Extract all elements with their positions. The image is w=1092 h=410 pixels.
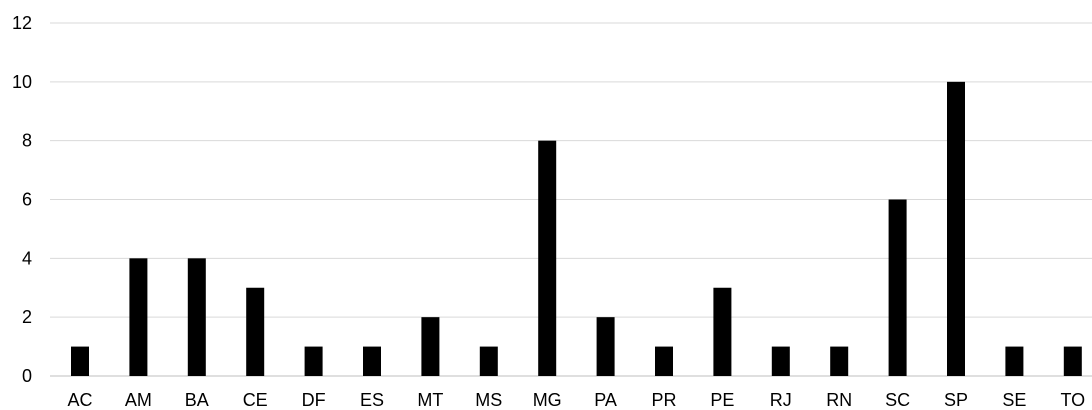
x-tick-label: MT [417, 390, 443, 410]
y-tick-label: 2 [22, 307, 32, 327]
bar-rj [771, 346, 790, 376]
bar-mg [538, 140, 557, 376]
y-tick-label: 10 [12, 72, 32, 92]
gridlines [50, 22, 1092, 377]
y-axis-ticks: 0 2 4 6 8 10 12 [12, 13, 32, 386]
x-tick-label: MG [533, 390, 562, 410]
x-tick-label: MS [475, 390, 502, 410]
x-tick-label: SC [885, 390, 910, 410]
y-tick-label: 4 [22, 248, 32, 268]
bar-es [363, 346, 381, 376]
y-tick-label: 12 [12, 13, 32, 33]
y-tick-label: 8 [22, 131, 32, 151]
x-tick-label: PR [651, 390, 676, 410]
bar-ba [187, 258, 206, 376]
bar-se [1005, 346, 1024, 376]
y-tick-label: 0 [22, 366, 32, 386]
x-axis-labels: AC AM BA CE DF ES MT MS MG PA PR PE RJ RN SC SP SE TO [67, 390, 1085, 410]
bar-ac [71, 346, 89, 376]
bar-sc [888, 199, 907, 376]
x-tick-label: DF [302, 390, 326, 410]
bar-pr [655, 346, 673, 376]
x-tick-label: AC [67, 390, 92, 410]
bar-rn [830, 346, 849, 376]
bar-to [1063, 346, 1082, 376]
x-tick-label: BA [185, 390, 209, 410]
bar-sp [947, 81, 965, 376]
bar-am [129, 258, 148, 376]
x-tick-label: SP [944, 390, 968, 410]
x-tick-label: ES [360, 390, 384, 410]
bar-df [304, 346, 323, 376]
x-tick-label: AM [125, 390, 152, 410]
bar-pa [596, 317, 615, 376]
x-tick-label: PA [594, 390, 617, 410]
x-tick-label: TO [1060, 390, 1085, 410]
x-tick-label: RJ [770, 390, 792, 410]
x-tick-label: PE [710, 390, 734, 410]
x-tick-label: SE [1002, 390, 1026, 410]
bar-pe [713, 287, 732, 376]
bar-mt [421, 317, 440, 376]
y-tick-label: 6 [22, 190, 32, 210]
bar-ce [246, 287, 265, 376]
x-tick-label: CE [243, 390, 268, 410]
bar-ms [479, 346, 498, 376]
x-tick-label: RN [826, 390, 852, 410]
bars [71, 81, 1082, 376]
